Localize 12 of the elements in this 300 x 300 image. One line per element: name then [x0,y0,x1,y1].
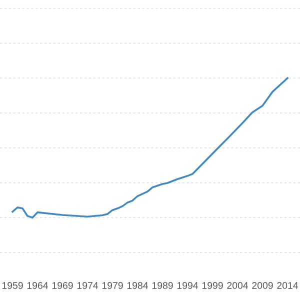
x-tick-label: 2004 [227,282,248,289]
x-tick-label: 1999 [202,282,223,289]
x-tick-label: 1989 [152,282,173,289]
x-tick-label: 1969 [52,282,73,289]
x-tick-label: 2014 [277,282,298,289]
x-tick-label: 2009 [252,282,273,289]
x-tick-label: 1984 [127,282,148,289]
x-tick-label: 1964 [27,282,48,289]
x-tick-label: 1994 [177,282,198,289]
x-tick-label: 1974 [77,282,98,289]
x-tick-label: 1959 [2,282,23,289]
x-tick-label: 1979 [102,282,123,289]
